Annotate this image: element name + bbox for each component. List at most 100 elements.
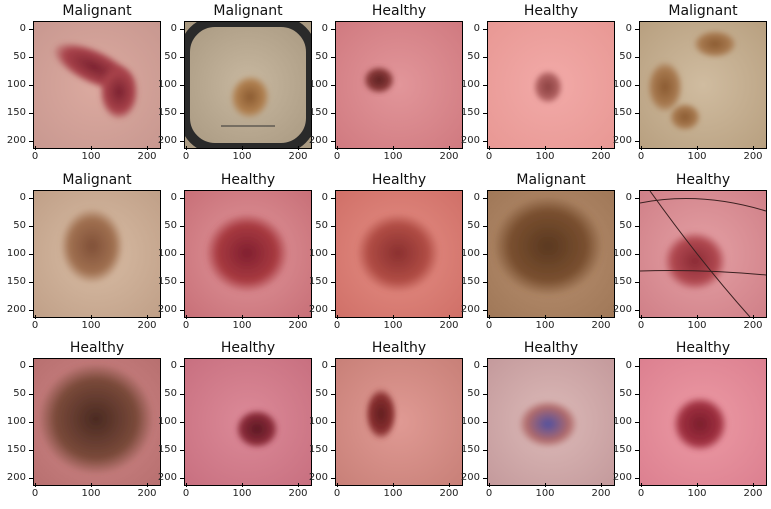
x-tick-label: 100 xyxy=(76,483,106,499)
y-tick-label: 150 xyxy=(2,444,33,455)
y-tick-label: 100 xyxy=(304,248,335,259)
lesion-image xyxy=(33,190,161,318)
image-panel: Healthy 0 50 100 150 200 0 100 200 xyxy=(606,337,768,505)
panel-title: Healthy xyxy=(523,3,579,19)
y-tick-label: 50 xyxy=(456,51,487,62)
lesion xyxy=(99,64,139,120)
y-tick-label: 0 xyxy=(304,360,335,371)
image-panel: Malignant 0 50 100 150 200 0 100 200 xyxy=(0,169,162,337)
image-panel: Malignant 0 50 100 150 200 0 100 200 xyxy=(454,169,616,337)
lesion xyxy=(663,231,727,291)
y-tick-label: 100 xyxy=(2,416,33,427)
x-tick-label: 200 xyxy=(586,315,616,331)
y-tick-label: 0 xyxy=(456,192,487,203)
x-tick-label: 0 xyxy=(322,483,352,499)
y-tick-label: 100 xyxy=(456,248,487,259)
y-tick-label: 100 xyxy=(153,79,184,90)
x-tick-label: 0 xyxy=(474,483,504,499)
lesion-image xyxy=(335,358,463,486)
y-tick-label: 150 xyxy=(153,107,184,118)
lesion xyxy=(205,213,289,293)
y-tick-label: 200 xyxy=(153,135,184,146)
x-tick-label: 0 xyxy=(171,315,201,331)
x-tick-label: 100 xyxy=(378,146,408,162)
image-panel: Healthy 0 50 100 150 200 0 100 200 xyxy=(302,337,463,505)
y-tick-label: 100 xyxy=(153,248,184,259)
y-tick-label: 200 xyxy=(304,304,335,315)
image-panel: Healthy 0 50 100 150 200 0 100 200 xyxy=(0,337,161,505)
y-tick-label: 150 xyxy=(608,444,639,455)
hair-line xyxy=(649,191,751,317)
x-tick-label: 100 xyxy=(530,146,560,162)
y-tick-label: 200 xyxy=(608,304,639,315)
lesion-image xyxy=(335,21,463,149)
y-tick-label: 0 xyxy=(456,360,487,371)
lesion xyxy=(235,409,279,449)
lesion xyxy=(493,196,603,296)
x-tick-label: 200 xyxy=(738,483,768,499)
hair-line xyxy=(640,270,766,276)
lesion-image xyxy=(33,21,161,149)
y-tick-label: 50 xyxy=(304,388,335,399)
x-tick-label: 0 xyxy=(626,146,656,162)
x-tick-label: 100 xyxy=(227,315,257,331)
x-tick-label: 100 xyxy=(378,483,408,499)
y-tick-label: 0 xyxy=(2,192,33,203)
image-panel: Malignant 0 50 100 150 200 0 100 200 xyxy=(0,0,162,168)
lesion xyxy=(693,30,737,58)
y-tick-label: 100 xyxy=(608,248,639,259)
x-tick-label: 200 xyxy=(283,483,313,499)
lesion-image xyxy=(487,190,615,318)
panel-title: Healthy xyxy=(675,340,731,356)
x-tick-label: 100 xyxy=(682,315,712,331)
x-tick-label: 100 xyxy=(530,483,560,499)
y-tick-label: 50 xyxy=(2,388,33,399)
y-tick-label: 0 xyxy=(153,360,184,371)
x-tick-label: 0 xyxy=(626,315,656,331)
panel-title: Healthy xyxy=(675,172,731,188)
x-tick-label: 100 xyxy=(76,146,106,162)
y-tick-label: 50 xyxy=(153,51,184,62)
lesion-image xyxy=(335,190,463,318)
panel-title: Healthy xyxy=(371,172,427,188)
y-tick-label: 150 xyxy=(456,276,487,287)
y-tick-label: 100 xyxy=(2,79,33,90)
lesion xyxy=(38,363,154,475)
y-tick-label: 50 xyxy=(456,388,487,399)
lesion-image xyxy=(184,358,312,486)
hair-line xyxy=(640,198,766,212)
x-tick-label: 0 xyxy=(171,483,201,499)
x-tick-label: 200 xyxy=(132,146,162,162)
lesion-image xyxy=(184,21,312,149)
y-tick-label: 200 xyxy=(153,304,184,315)
y-tick-label: 0 xyxy=(608,192,639,203)
x-tick-label: 0 xyxy=(474,315,504,331)
y-tick-label: 150 xyxy=(153,444,184,455)
y-tick-label: 50 xyxy=(2,220,33,231)
y-tick-label: 50 xyxy=(153,220,184,231)
lesion xyxy=(518,400,578,448)
skin-background xyxy=(336,22,462,148)
y-tick-label: 0 xyxy=(456,23,487,34)
y-tick-label: 200 xyxy=(456,472,487,483)
lesion xyxy=(647,61,683,113)
lesion-image xyxy=(639,190,767,318)
y-tick-label: 150 xyxy=(304,444,335,455)
panel-title: Healthy xyxy=(371,340,427,356)
x-tick-label: 100 xyxy=(227,146,257,162)
y-tick-label: 0 xyxy=(608,360,639,371)
x-tick-label: 100 xyxy=(76,315,106,331)
y-tick-label: 150 xyxy=(304,107,335,118)
y-tick-label: 0 xyxy=(608,23,639,34)
image-panel: Healthy 0 50 100 150 200 0 100 200 xyxy=(606,169,767,337)
x-tick-label: 100 xyxy=(682,146,712,162)
image-panel: Healthy 0 50 100 150 200 0 100 200 xyxy=(454,0,615,168)
y-tick-label: 200 xyxy=(2,135,33,146)
lesion xyxy=(356,213,440,293)
x-tick-label: 0 xyxy=(171,146,201,162)
lesion xyxy=(365,388,397,440)
lesion-image xyxy=(487,21,615,149)
x-tick-label: 200 xyxy=(132,315,162,331)
y-tick-label: 0 xyxy=(304,192,335,203)
